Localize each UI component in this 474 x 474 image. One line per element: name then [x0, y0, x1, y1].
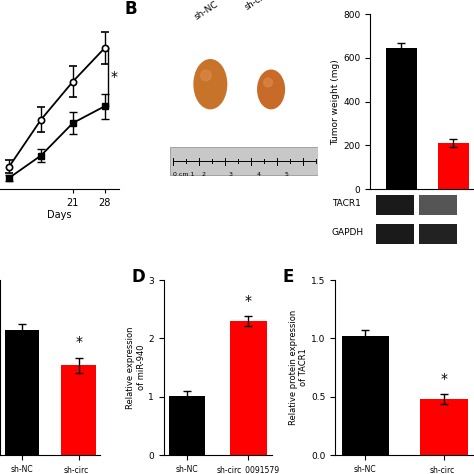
Text: GAPDH: GAPDH — [332, 228, 364, 237]
Y-axis label: Relative expression
of miR-940: Relative expression of miR-940 — [126, 326, 146, 409]
Bar — [5, 330, 39, 455]
FancyBboxPatch shape — [419, 195, 457, 215]
Text: D: D — [131, 268, 145, 286]
FancyBboxPatch shape — [376, 195, 414, 215]
Text: sh-circ_0091579: sh-circ_0091579 — [243, 0, 305, 11]
Ellipse shape — [258, 70, 284, 109]
Text: B: B — [124, 0, 137, 18]
Text: 0 cm 1: 0 cm 1 — [173, 172, 195, 177]
Text: *: * — [111, 70, 118, 84]
Text: s: s — [451, 203, 456, 212]
Bar — [438, 143, 469, 189]
Ellipse shape — [201, 70, 211, 81]
Y-axis label: Tumor weight (mg): Tumor weight (mg) — [331, 59, 340, 145]
Text: E: E — [283, 268, 294, 286]
Ellipse shape — [264, 78, 273, 87]
Ellipse shape — [194, 60, 227, 109]
Text: 3: 3 — [229, 172, 233, 177]
Text: 5: 5 — [285, 172, 289, 177]
Bar — [386, 48, 417, 189]
Text: *: * — [440, 372, 447, 386]
Bar — [420, 399, 468, 455]
Text: *: * — [245, 293, 252, 308]
Bar — [62, 365, 96, 455]
Text: 4: 4 — [257, 172, 261, 177]
Text: 2: 2 — [201, 172, 205, 177]
Y-axis label: Relative protein expression
of TACR1: Relative protein expression of TACR1 — [289, 310, 309, 425]
FancyBboxPatch shape — [376, 224, 414, 244]
X-axis label: Days: Days — [47, 210, 72, 219]
Text: TACR1: TACR1 — [332, 200, 361, 208]
Text: sh-NC: sh-NC — [192, 0, 219, 21]
Bar — [342, 336, 389, 455]
Text: *: * — [75, 335, 82, 349]
Bar — [169, 396, 205, 455]
FancyBboxPatch shape — [170, 147, 319, 175]
FancyBboxPatch shape — [419, 224, 457, 244]
Bar — [230, 321, 267, 455]
